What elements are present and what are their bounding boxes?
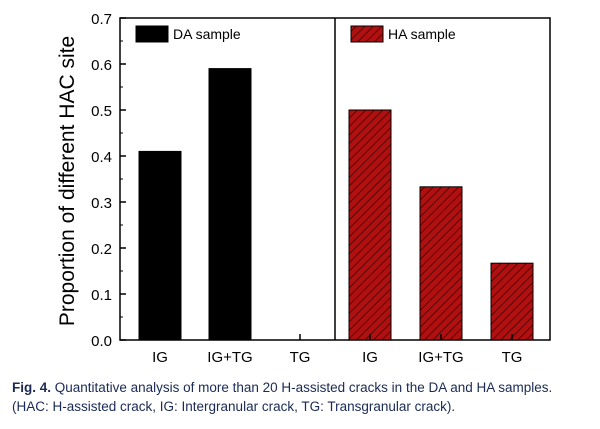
y-tick-label: 0.5 — [91, 103, 112, 120]
y-tick-label: 0.7 — [91, 11, 112, 28]
y-tick-label: 0.6 — [91, 57, 112, 74]
figure-caption: Fig. 4. Quantitative analysis of more th… — [12, 378, 590, 416]
y-tick-label: 0.2 — [91, 241, 112, 258]
bar-ig-plus-tg — [208, 68, 252, 341]
legend-swatch — [135, 25, 169, 43]
y-tick-label: 0.4 — [91, 149, 112, 166]
legend-label: HA sample — [388, 26, 456, 42]
x-tick-label: IG+TG — [418, 349, 463, 366]
x-tick-label: IG+TG — [207, 349, 252, 366]
x-tick-label: IG — [152, 349, 168, 366]
x-tick-label: TG — [502, 349, 523, 366]
bar-chart: 0.0 0.1 0.2 0.3 0.4 0.5 0.6 0.7 IG IG+TG TG DA samp… — [56, 11, 551, 366]
x-tick-label: TG — [290, 349, 311, 366]
y-tick-label: 0.0 — [91, 333, 112, 350]
bar-ig-plus-tg — [419, 186, 463, 341]
bar-ig — [348, 109, 392, 341]
caption-label: Fig. 4. — [12, 380, 52, 395]
y-tick-label: 0.1 — [91, 287, 112, 304]
bar-ig — [138, 150, 182, 341]
bar-tg — [490, 262, 534, 341]
legend-swatch — [350, 25, 384, 43]
y-axis-label: Proportion of different HAC site — [56, 36, 79, 326]
y-tick-label: 0.3 — [91, 195, 112, 212]
caption-text: Quantitative analysis of more than 20 H-… — [12, 380, 553, 414]
x-tick-label: IG — [362, 349, 378, 366]
legend-label: DA sample — [173, 26, 241, 42]
